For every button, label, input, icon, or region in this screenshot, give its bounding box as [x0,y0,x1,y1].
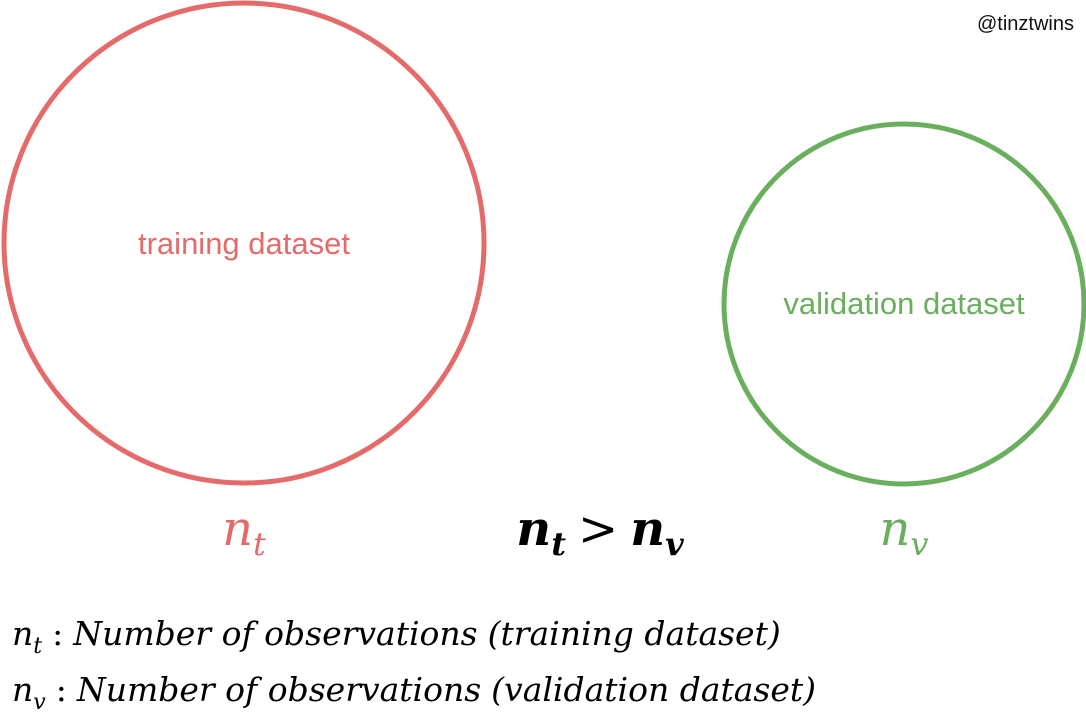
symbol-sub: v [33,690,46,715]
symbol-base: n [222,501,253,557]
separator: : [52,614,63,653]
symbol-sub: t [33,634,42,659]
training-label: training dataset [138,226,350,261]
symbol-base: n [880,501,911,557]
legend-line: nv: Number of observations (validation dat… [12,670,816,715]
operator: > [578,501,618,557]
symbol-base: n [630,501,665,557]
legend-text: Number of observations [76,670,481,709]
validation-symbol: nv [880,501,929,563]
legend-detail: (validation dataset) [491,670,816,709]
symbol-sub: t [253,525,266,563]
symbol-base: n [12,614,33,653]
training-circle [1,0,487,486]
symbol-sub: t [551,525,566,563]
legend-detail: (training dataset) [488,614,781,653]
validation-label: validation dataset [783,286,1025,321]
validation-circle [721,121,1086,487]
symbol-base: n [516,501,551,557]
legend-line: nt: Number of observations (training datas… [12,614,781,659]
watermark: @tinztwins [977,13,1074,35]
symbol-sub: v [665,525,684,563]
training-symbol: nt [222,501,266,563]
relation: nt > nv [516,501,684,563]
legend-text: Number of observations [72,614,477,653]
separator: : [56,670,67,709]
symbol-base: n [12,670,33,709]
symbol-sub: v [910,525,928,563]
